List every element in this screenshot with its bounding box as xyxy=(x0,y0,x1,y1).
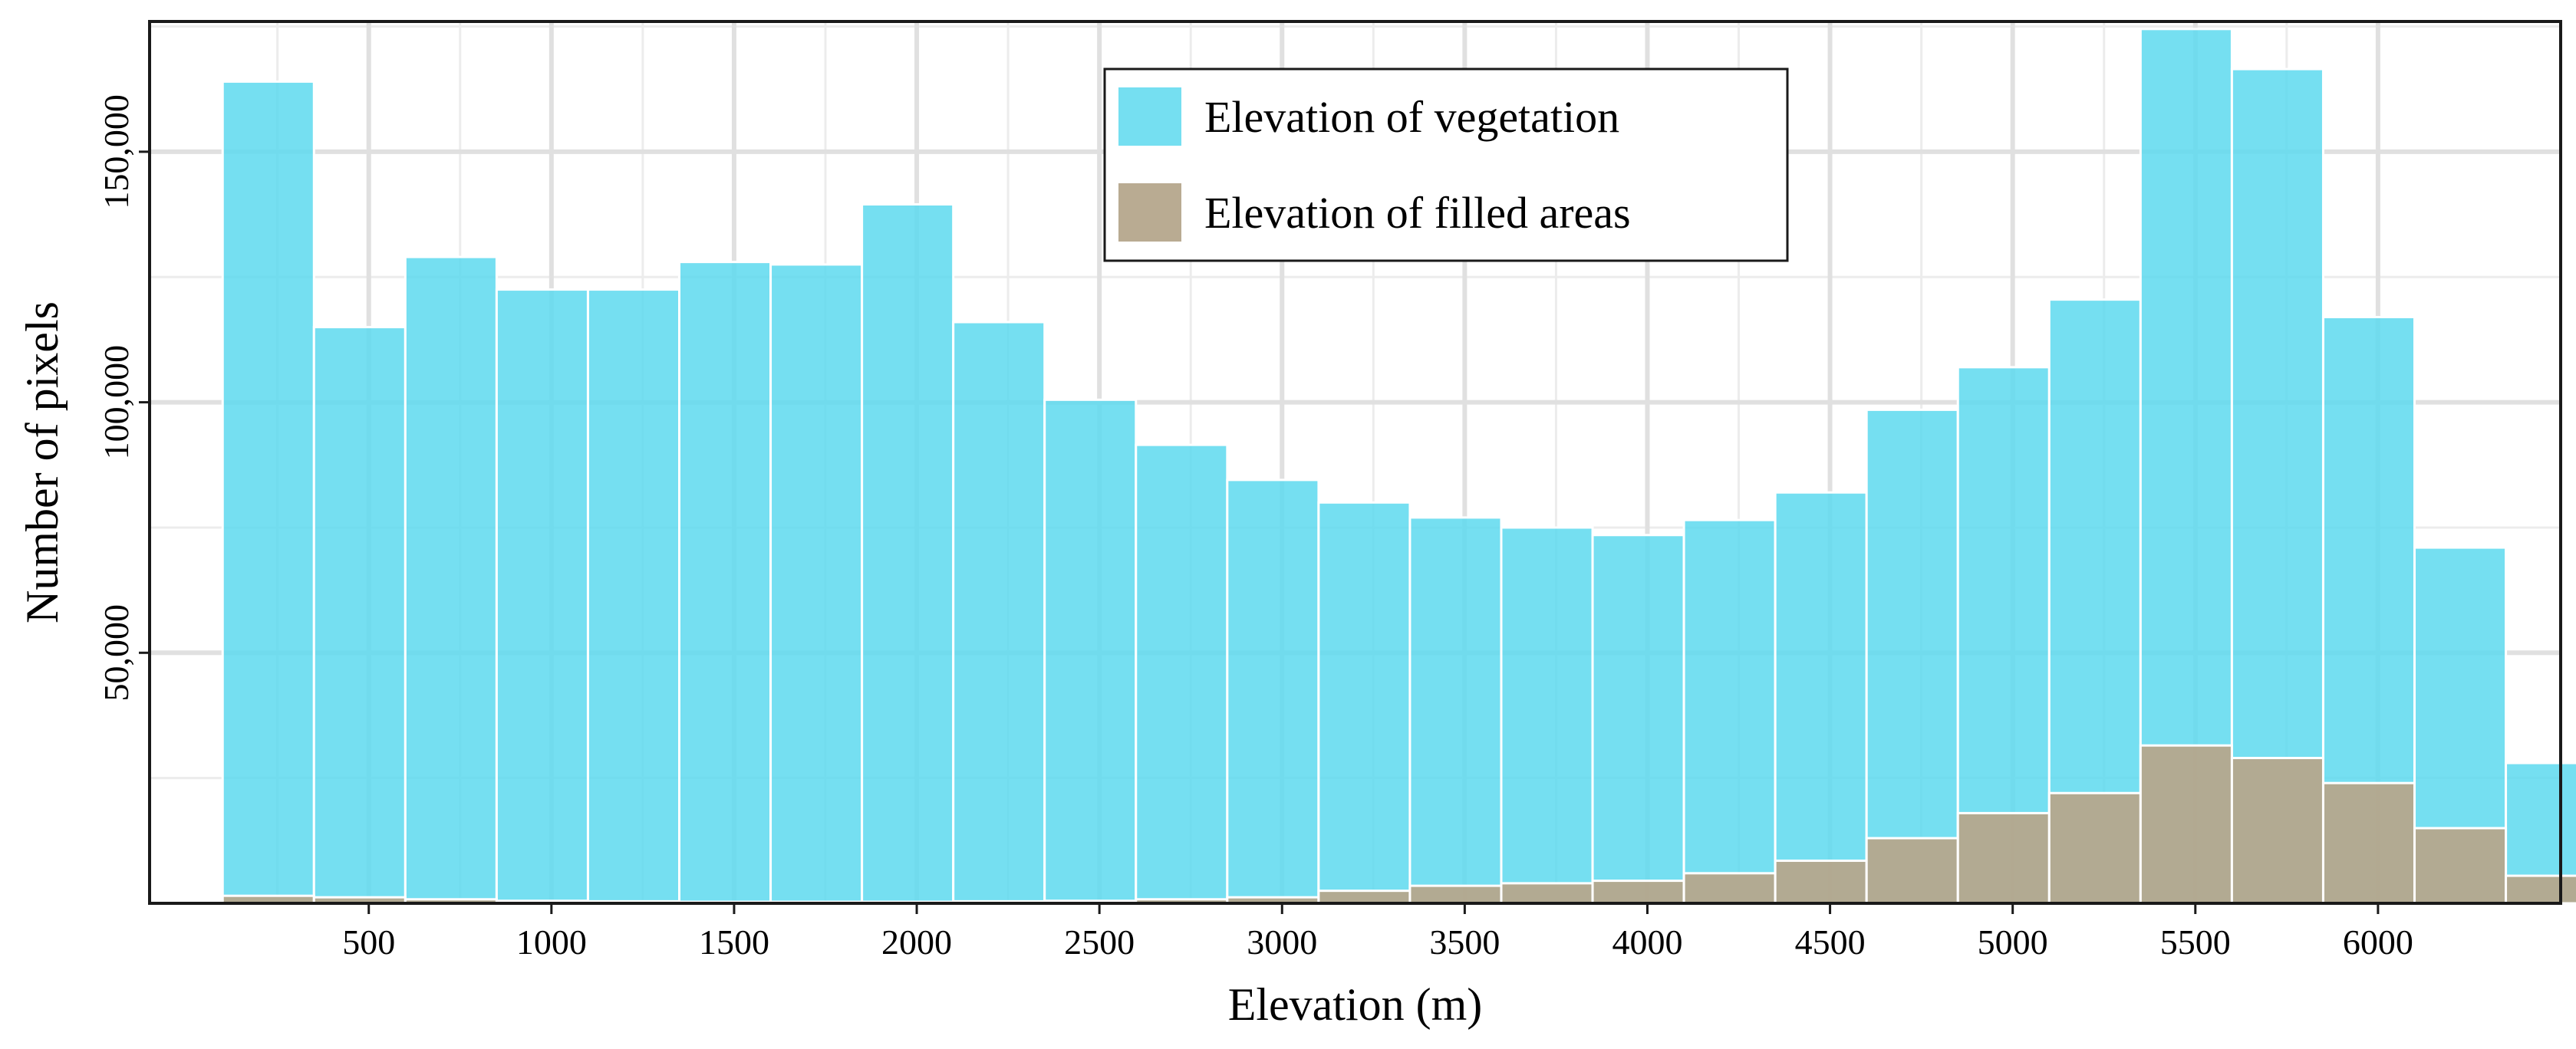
vegetation-bar xyxy=(312,326,407,905)
legend-swatch-filled-areas xyxy=(1118,183,1181,242)
x-tick-label: 5000 xyxy=(1978,922,2048,962)
x-tick-label: 3000 xyxy=(1247,922,1317,962)
filled-area-bar xyxy=(2413,827,2508,905)
x-axis-ticks: 500 1000 1500 2000 2500 3000 3500 4000 4500 5000 5… xyxy=(342,903,2413,962)
y-tick-label: 150,000 xyxy=(97,94,136,209)
filled-area-bar xyxy=(1682,872,1777,905)
filled-area-bar xyxy=(1956,811,2051,905)
x-tick-label: 2000 xyxy=(881,922,952,962)
vegetation-bar xyxy=(861,202,955,905)
vegetation-bar xyxy=(1682,518,1777,905)
x-tick-label: 6000 xyxy=(2343,922,2413,962)
vegetation-bar xyxy=(678,261,772,905)
vegetation-bar xyxy=(1135,443,1229,905)
vegetation-bar xyxy=(952,321,1046,905)
x-tick-label: 5500 xyxy=(2160,922,2231,962)
vegetation-bar xyxy=(1774,491,1868,905)
x-tick-label: 500 xyxy=(342,922,395,962)
legend: Elevation of vegetation Elevation of fil… xyxy=(1103,67,1789,262)
filled-area-bar xyxy=(2321,781,2416,905)
legend-swatch-vegetation xyxy=(1118,87,1181,146)
x-tick-label: 1500 xyxy=(699,922,769,962)
filled-area-bar xyxy=(1774,859,1868,905)
x-axis-title: Elevation (m) xyxy=(1228,979,1483,1030)
x-tick-label: 2500 xyxy=(1064,922,1135,962)
filled-area-bar xyxy=(2505,874,2576,905)
y-tick-label: 50,000 xyxy=(97,604,136,702)
filled-area-bar xyxy=(1591,880,1685,905)
filled-area-bar xyxy=(1408,884,1503,905)
x-tick-label: 4000 xyxy=(1612,922,1682,962)
vegetation-bar xyxy=(1226,478,1320,905)
vegetation-bar xyxy=(1317,501,1412,905)
plot-frame xyxy=(148,20,2562,905)
legend-label-filled-areas: Elevation of filled areas xyxy=(1204,188,1631,238)
vegetation-bar xyxy=(221,80,315,905)
vegetation-bar xyxy=(1408,516,1503,905)
vegetation-bar xyxy=(769,263,864,905)
filled-area-bar xyxy=(2047,791,2142,905)
vegetation-bar xyxy=(586,288,681,905)
filled-area-bar xyxy=(1500,882,1594,905)
filled-area-bar xyxy=(1865,837,1959,905)
y-tick-label: 100,000 xyxy=(97,345,136,460)
y-axis-title: Number of pixels xyxy=(17,301,68,623)
vegetation-bar xyxy=(404,255,498,905)
legend-box xyxy=(1103,67,1789,262)
vegetation-bar xyxy=(1043,398,1138,905)
y-axis-ticks: 50,000 100,000 150,000 xyxy=(97,94,150,702)
x-tick-label: 3500 xyxy=(1429,922,1500,962)
vegetation-bar xyxy=(1865,408,1959,905)
legend-label-vegetation: Elevation of vegetation xyxy=(1204,92,1619,142)
filled-areas-bars xyxy=(221,744,2576,905)
vegetation-bar xyxy=(495,288,589,905)
vegetation-bar xyxy=(1500,526,1594,905)
filled-area-bar xyxy=(2230,757,2324,905)
filled-area-bar xyxy=(1317,890,1412,905)
vegetation-bar xyxy=(1591,534,1685,905)
x-tick-label: 4500 xyxy=(1795,922,1866,962)
filled-area-bar xyxy=(2139,744,2233,905)
x-tick-label: 1000 xyxy=(516,922,587,962)
